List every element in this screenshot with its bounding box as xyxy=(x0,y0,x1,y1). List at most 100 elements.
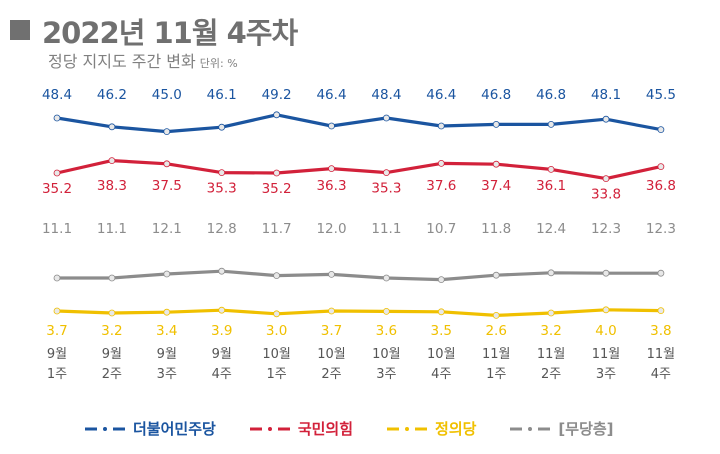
x-tick-label: 10월 xyxy=(317,347,346,362)
x-tick-label: 1주 xyxy=(47,367,67,382)
data-point xyxy=(273,111,281,119)
x-tick-label: 9월 xyxy=(157,347,177,362)
x-tick-label: 11월 xyxy=(647,347,676,362)
data-label: 12.0 xyxy=(316,221,346,237)
x-tick-label: 1주 xyxy=(266,367,286,382)
data-point xyxy=(492,311,500,319)
data-point xyxy=(492,121,500,128)
x-tick-label: 9월 xyxy=(47,347,67,362)
data-label: 46.4 xyxy=(316,87,346,103)
data-point xyxy=(53,114,61,122)
legend-label: 더불어민주당 xyxy=(133,420,216,438)
x-tick-label: 2주 xyxy=(102,367,122,382)
data-point xyxy=(273,169,281,177)
data-point xyxy=(273,310,281,318)
chart-subtitle: 정당 지지도 주간 변화 단위: % xyxy=(48,48,238,72)
data-label: 11.1 xyxy=(42,221,72,237)
data-point xyxy=(602,175,610,183)
data-point xyxy=(657,163,665,171)
data-point xyxy=(382,307,390,315)
data-label: 35.2 xyxy=(262,181,292,197)
data-label: 45.5 xyxy=(646,87,676,103)
x-tick-label: 2주 xyxy=(321,367,341,382)
data-label: 3.4 xyxy=(156,323,177,339)
legend-line-key xyxy=(387,426,428,431)
data-point xyxy=(437,308,445,316)
x-tick-label: 3주 xyxy=(596,367,616,382)
series-line xyxy=(57,269,661,282)
data-label: 3.6 xyxy=(376,323,397,339)
data-label: 46.2 xyxy=(97,87,127,103)
data-point xyxy=(328,165,335,173)
data-point xyxy=(547,165,555,173)
data-point xyxy=(437,122,445,130)
data-label: 12.3 xyxy=(591,221,621,237)
data-label: 11.7 xyxy=(262,221,292,237)
data-label: 11.1 xyxy=(371,221,401,237)
data-label: 46.8 xyxy=(481,87,511,103)
data-label: 12.3 xyxy=(646,221,676,237)
data-point xyxy=(602,269,610,277)
data-point xyxy=(602,115,610,123)
data-label: 2.6 xyxy=(485,323,506,339)
x-tick-label: 2주 xyxy=(541,367,561,382)
data-point xyxy=(218,123,226,131)
x-tick-label: 3주 xyxy=(376,367,396,382)
data-point xyxy=(382,169,390,177)
x-tick-label: 4주 xyxy=(431,367,451,382)
x-tick-label: 9월 xyxy=(212,347,232,362)
data-point xyxy=(53,169,61,177)
data-point xyxy=(547,309,555,317)
legend-line-key xyxy=(249,426,290,431)
data-point xyxy=(437,276,445,284)
data-label: 49.2 xyxy=(262,87,292,103)
x-tick-label: 4주 xyxy=(212,367,232,382)
title-text: 2022년 11월 4주차 xyxy=(42,16,298,50)
data-point xyxy=(328,307,335,315)
x-tick-label: 10월 xyxy=(262,347,291,362)
data-point xyxy=(492,160,500,168)
data-label: 48.1 xyxy=(591,87,621,103)
data-point xyxy=(53,307,61,315)
legend-item: 정의당 xyxy=(387,418,476,439)
data-point xyxy=(328,122,335,130)
legend-label: [무당층] xyxy=(558,420,614,438)
x-tick-label: 10월 xyxy=(372,347,401,362)
data-point xyxy=(163,270,171,278)
legend-line-key xyxy=(85,426,125,431)
data-label: 10.7 xyxy=(426,221,456,237)
x-tick-label: 4주 xyxy=(651,367,671,382)
data-point xyxy=(163,308,171,316)
data-label: 46.1 xyxy=(207,87,237,103)
legend-item: 국민의힘 xyxy=(249,418,353,439)
data-label: 3.7 xyxy=(321,323,342,339)
data-label: 46.4 xyxy=(426,87,456,103)
data-point xyxy=(328,270,335,278)
data-label: 12.1 xyxy=(152,221,182,237)
data-point xyxy=(602,306,610,314)
data-label: 33.8 xyxy=(591,187,621,203)
data-label: 36.8 xyxy=(646,178,676,194)
data-label: 45.0 xyxy=(152,87,182,103)
legend-line-key xyxy=(510,426,551,431)
data-point xyxy=(382,274,390,282)
data-point xyxy=(382,114,390,122)
data-label: 4.0 xyxy=(595,323,616,339)
data-label: 12.8 xyxy=(207,221,237,237)
x-tick-label: 10월 xyxy=(427,347,456,362)
data-point xyxy=(547,121,555,128)
data-label: 3.9 xyxy=(211,323,232,339)
x-tick-label: 3주 xyxy=(157,367,177,382)
data-point xyxy=(657,269,665,277)
data-point xyxy=(273,272,281,280)
data-label: 3.8 xyxy=(650,323,671,339)
title-square-icon xyxy=(10,20,30,40)
data-label: 11.8 xyxy=(481,221,511,237)
data-label: 37.6 xyxy=(426,178,456,194)
data-label: 35.3 xyxy=(371,181,401,197)
data-label: 3.5 xyxy=(431,323,452,339)
data-point xyxy=(108,309,116,317)
data-point xyxy=(657,307,665,315)
data-label: 38.3 xyxy=(97,178,127,194)
